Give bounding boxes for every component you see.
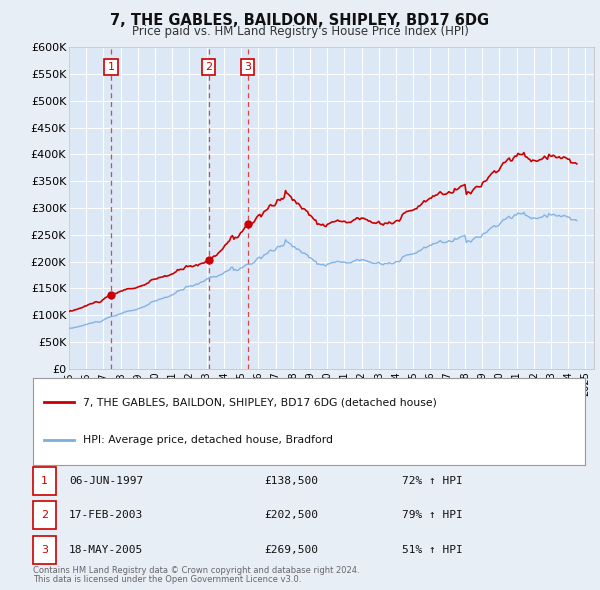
Text: 72% ↑ HPI: 72% ↑ HPI bbox=[402, 476, 463, 486]
Text: Price paid vs. HM Land Registry's House Price Index (HPI): Price paid vs. HM Land Registry's House … bbox=[131, 25, 469, 38]
Text: 1: 1 bbox=[41, 476, 48, 486]
Text: 7, THE GABLES, BAILDON, SHIPLEY, BD17 6DG (detached house): 7, THE GABLES, BAILDON, SHIPLEY, BD17 6D… bbox=[83, 397, 437, 407]
Text: 79% ↑ HPI: 79% ↑ HPI bbox=[402, 510, 463, 520]
Text: 06-JUN-1997: 06-JUN-1997 bbox=[69, 476, 143, 486]
Text: £138,500: £138,500 bbox=[264, 476, 318, 486]
Text: 51% ↑ HPI: 51% ↑ HPI bbox=[402, 545, 463, 555]
Text: 18-MAY-2005: 18-MAY-2005 bbox=[69, 545, 143, 555]
Text: 3: 3 bbox=[244, 62, 251, 72]
Text: HPI: Average price, detached house, Bradford: HPI: Average price, detached house, Brad… bbox=[83, 435, 332, 445]
Text: Contains HM Land Registry data © Crown copyright and database right 2024.: Contains HM Land Registry data © Crown c… bbox=[33, 566, 359, 575]
Text: 2: 2 bbox=[41, 510, 48, 520]
Text: 17-FEB-2003: 17-FEB-2003 bbox=[69, 510, 143, 520]
Text: 1: 1 bbox=[107, 62, 115, 72]
Text: 7, THE GABLES, BAILDON, SHIPLEY, BD17 6DG: 7, THE GABLES, BAILDON, SHIPLEY, BD17 6D… bbox=[110, 13, 490, 28]
Text: £202,500: £202,500 bbox=[264, 510, 318, 520]
Text: £269,500: £269,500 bbox=[264, 545, 318, 555]
Text: This data is licensed under the Open Government Licence v3.0.: This data is licensed under the Open Gov… bbox=[33, 575, 301, 584]
Text: 2: 2 bbox=[205, 62, 212, 72]
Text: 3: 3 bbox=[41, 545, 48, 555]
